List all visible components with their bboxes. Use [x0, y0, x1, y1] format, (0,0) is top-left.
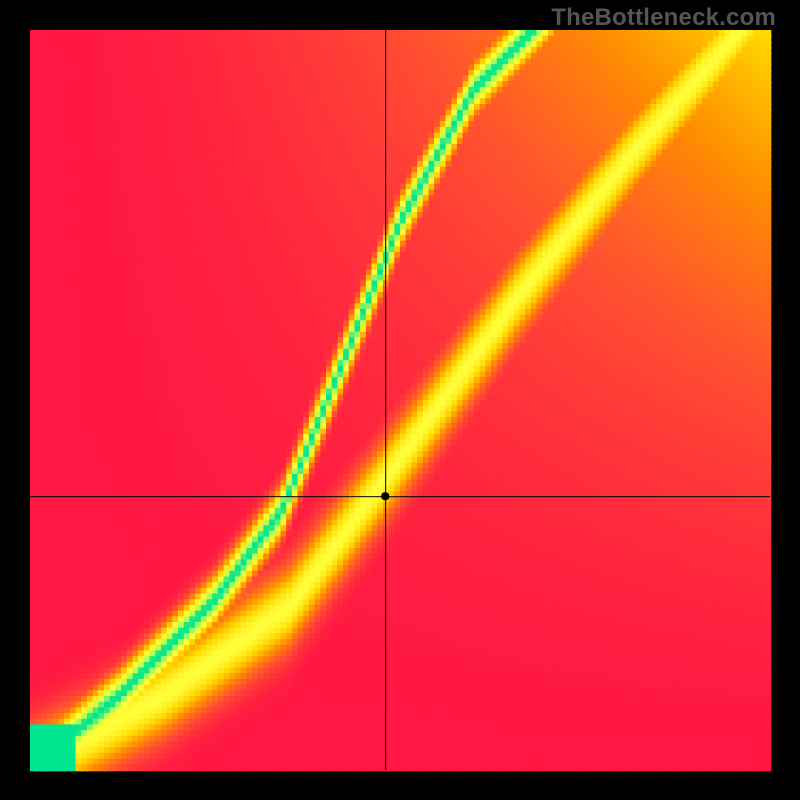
watermark-text: TheBottleneck.com — [551, 4, 776, 32]
chart-container: TheBottleneck.com — [0, 0, 800, 800]
crosshair-overlay — [0, 0, 800, 800]
